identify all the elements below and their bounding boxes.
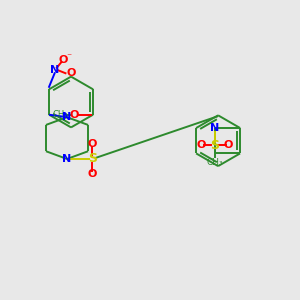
Text: ⁻: ⁻ bbox=[66, 53, 71, 63]
Text: O: O bbox=[88, 169, 97, 179]
Text: CH₃: CH₃ bbox=[52, 110, 68, 119]
Text: S: S bbox=[210, 139, 219, 152]
Text: N: N bbox=[210, 123, 219, 133]
Text: N: N bbox=[62, 154, 72, 164]
Text: N: N bbox=[50, 65, 59, 75]
Text: S: S bbox=[88, 152, 97, 166]
Text: N: N bbox=[62, 112, 72, 122]
Text: CH₃: CH₃ bbox=[206, 158, 223, 167]
Text: O: O bbox=[67, 68, 76, 78]
Text: O: O bbox=[224, 140, 233, 150]
Text: O: O bbox=[69, 110, 79, 120]
Text: O: O bbox=[58, 55, 68, 65]
Text: O: O bbox=[88, 139, 97, 149]
Text: O: O bbox=[196, 140, 206, 150]
